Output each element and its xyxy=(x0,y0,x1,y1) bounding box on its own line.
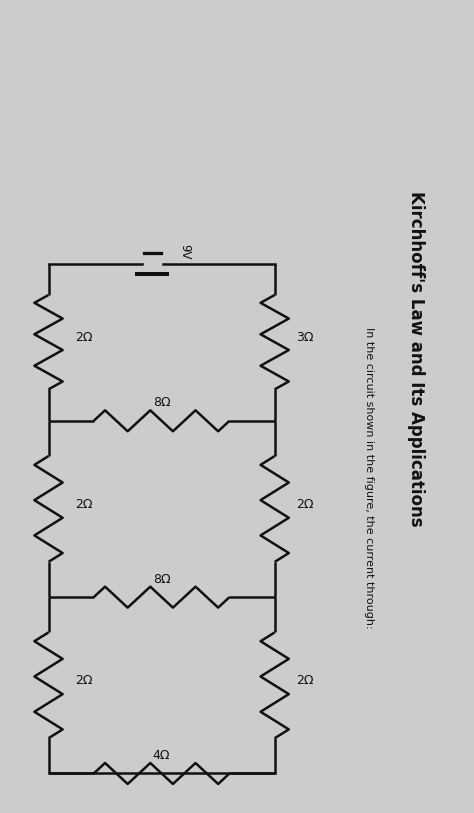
Text: 2Ω: 2Ω xyxy=(75,331,92,344)
Text: 2Ω: 2Ω xyxy=(75,674,92,687)
Text: 4Ω: 4Ω xyxy=(153,749,170,762)
Text: 8Ω: 8Ω xyxy=(153,396,171,409)
Text: Kirchhoff's Law and Its Applications: Kirchhoff's Law and Its Applications xyxy=(407,191,425,527)
Text: 3Ω: 3Ω xyxy=(297,331,314,344)
Text: 9V: 9V xyxy=(178,244,191,259)
Text: 2Ω: 2Ω xyxy=(297,498,314,511)
Text: In the circuit shown in the figure, the current through:: In the circuit shown in the figure, the … xyxy=(364,327,374,628)
Text: 2Ω: 2Ω xyxy=(297,674,314,687)
Text: 8Ω: 8Ω xyxy=(153,572,171,585)
Text: 2Ω: 2Ω xyxy=(75,498,92,511)
